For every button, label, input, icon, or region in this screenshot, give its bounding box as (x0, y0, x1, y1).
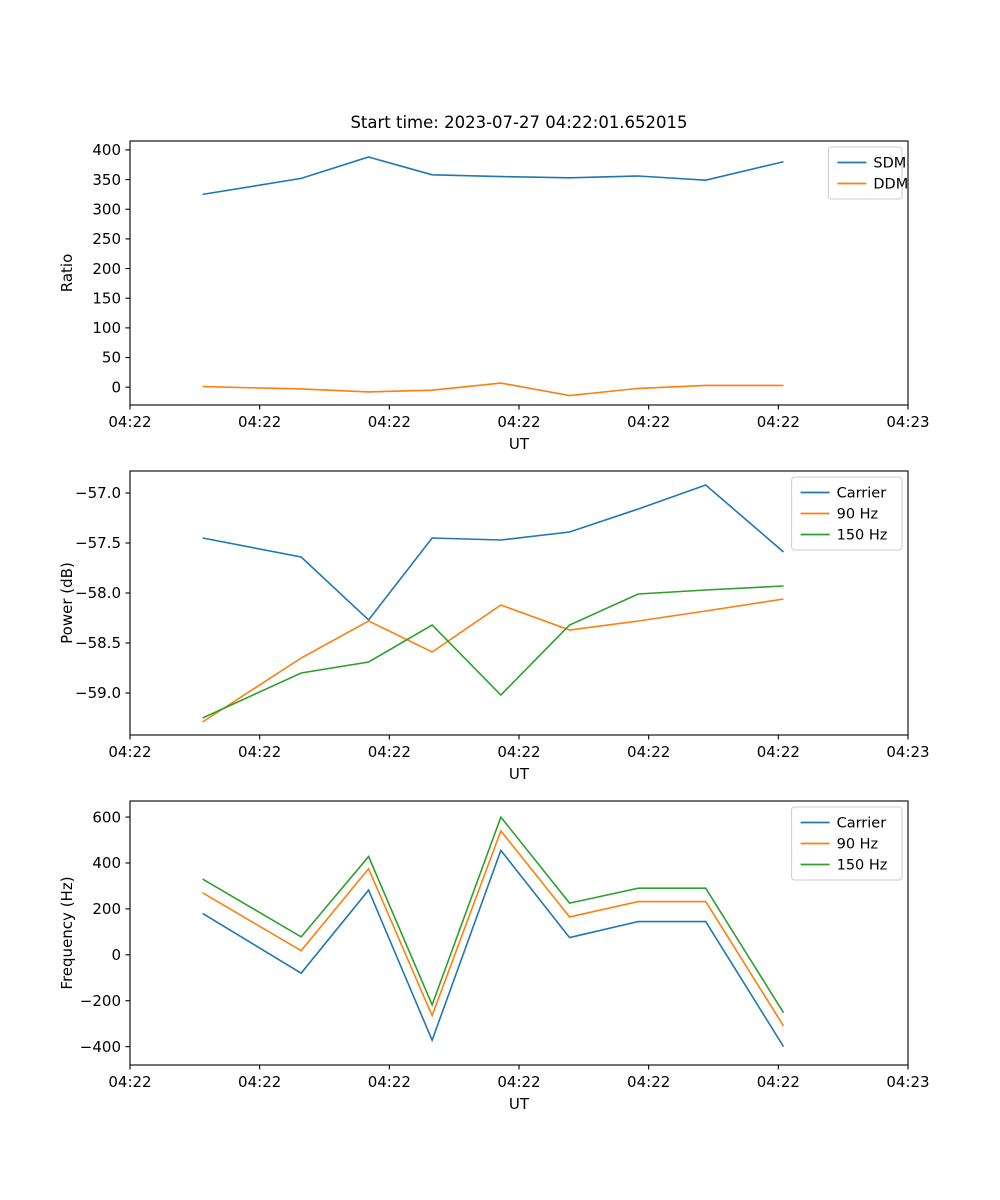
x-tick-label: 04:22 (108, 413, 151, 431)
series-line-90-hz (202, 829, 785, 1027)
subplot-power: −57.0 −57.5 −58.0 −58.5 −59.0 04:22 04:22 04:22… (58, 470, 930, 783)
x-tick-label: 04:22 (757, 743, 800, 761)
x-tick-label: 04:22 (368, 1073, 411, 1091)
legend-box (827, 146, 903, 200)
y-tick-label: 50 (102, 349, 121, 367)
series-line-sdm (202, 156, 784, 196)
series-line-150-hz (202, 585, 784, 719)
y-tick-label: 300 (92, 200, 121, 218)
series-line-90-hz (202, 598, 784, 723)
y-tick-label: 350 (92, 171, 121, 189)
x-tick-label: 04:22 (497, 1073, 540, 1091)
y-tick-label: −58.0 (75, 584, 121, 602)
y-tick-label: −58.5 (75, 634, 121, 652)
series-line-150-hz (202, 815, 785, 1014)
x-axis-label: UT (509, 765, 530, 783)
subplot-frequency: 600 400 200 0 −200 −400 04:22 04:22 04:22 04:22 04… (58, 800, 930, 1113)
y-tick-label: 400 (92, 854, 121, 872)
y-tick-label: −200 (80, 992, 121, 1010)
legend-label-150-hz: 150 Hz (837, 528, 888, 544)
y-tick-label: 200 (92, 900, 121, 918)
legend-label-90-hz: 90 Hz (837, 837, 879, 853)
legend-label-sdm: SDM (873, 156, 906, 172)
x-tick-label: 04:22 (627, 1073, 670, 1091)
legend-box (791, 806, 903, 881)
legend-label-150-hz: 150 Hz (837, 858, 888, 874)
x-tick-label: 04:22 (497, 743, 540, 761)
y-axis-label: Ratio (58, 254, 76, 293)
y-tick-label: 100 (92, 319, 121, 337)
x-tick-label: 04:22 (368, 413, 411, 431)
y-tick-label: −59.0 (75, 684, 121, 702)
y-tick-label: 0 (111, 378, 121, 396)
series-line-ddm (202, 382, 784, 397)
x-tick-label: 04:22 (108, 1073, 151, 1091)
y-tick-label: 600 (92, 808, 121, 826)
x-tick-label: 04:22 (757, 1073, 800, 1091)
series-line-carrier (202, 484, 785, 622)
axes-frame (129, 140, 909, 406)
y-tick-label: 150 (92, 289, 121, 307)
x-axis-label: UT (509, 435, 530, 453)
x-tick-label: 04:22 (108, 743, 151, 761)
y-tick-label: −57.0 (75, 484, 121, 502)
y-tick-label: −400 (80, 1038, 121, 1056)
x-axis-label: UT (509, 1095, 530, 1113)
legend-label-ddm: DDM (873, 177, 908, 193)
x-tick-label: 04:23 (886, 743, 929, 761)
x-tick-label: 04:23 (886, 413, 929, 431)
x-tick-label: 04:23 (886, 1073, 929, 1091)
subplot-ratio: Start time: 2023-07-27 04:22:01.652015 0 5… (58, 113, 930, 453)
legend-label-90-hz: 90 Hz (837, 507, 879, 523)
y-axis-label: Frequency (Hz) (58, 876, 76, 989)
y-tick-label: 0 (111, 946, 121, 964)
x-tick-label: 04:22 (627, 743, 670, 761)
y-tick-label: 400 (92, 141, 121, 159)
y-axis-label: Power (dB) (58, 562, 76, 644)
x-tick-label: 04:22 (497, 413, 540, 431)
legend-label-carrier: Carrier (837, 816, 887, 832)
series-line-carrier (202, 848, 785, 1048)
x-tick-label: 04:22 (238, 413, 281, 431)
legend-box (791, 476, 903, 551)
figure-title: Start time: 2023-07-27 04:22:01.652015 (350, 113, 687, 132)
x-tick-label: 04:22 (627, 413, 670, 431)
x-tick-label: 04:22 (368, 743, 411, 761)
x-tick-label: 04:22 (757, 413, 800, 431)
x-tick-label: 04:22 (238, 743, 281, 761)
legend-label-carrier: Carrier (837, 486, 887, 502)
y-tick-label: −57.5 (75, 534, 121, 552)
x-tick-label: 04:22 (238, 1073, 281, 1091)
y-tick-label: 200 (92, 260, 121, 278)
y-tick-label: 250 (92, 230, 121, 248)
